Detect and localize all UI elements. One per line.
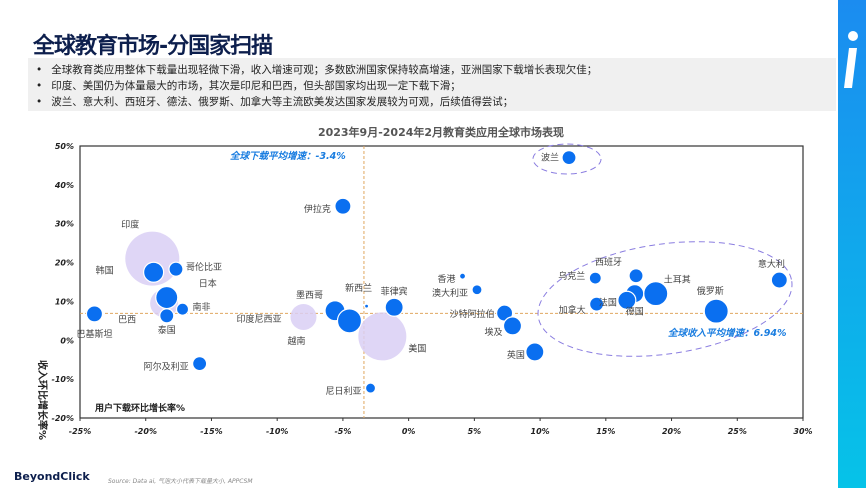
y-tick-label: -10% [52, 375, 74, 384]
bubble-泰国 [159, 308, 175, 324]
bubble-label: 西班牙 [595, 256, 622, 268]
bubble-波兰 [561, 150, 577, 166]
x-tick-label: 25% [728, 427, 747, 436]
bullet-item: 波兰、意大利、西班牙、德法、俄罗斯、加拿大等主流欧美发达国家发展较为可观，后续值… [36, 94, 836, 110]
bubble-英国 [525, 342, 545, 362]
bubble-label: 加拿大 [559, 304, 586, 316]
bubble-美国 [358, 312, 407, 361]
plot-frame [79, 145, 804, 419]
bubble-意大利 [770, 271, 788, 289]
bubble-伊拉克 [334, 197, 352, 215]
x-tick-label: 10% [531, 427, 550, 436]
bullet-item: 全球教育类应用整体下载量出现轻微下滑，收入增速可观；多数欧洲国家保持较高增速，亚… [36, 62, 836, 78]
y-tick-label: 10% [55, 297, 74, 306]
bubble-label: 乌克兰 [558, 270, 585, 282]
bubble-尼日利亚 [364, 382, 377, 394]
poland-highlight-ellipse [532, 143, 602, 175]
bubble-西班牙 [628, 268, 644, 284]
page-title: 全球教育市场-分国家扫描 [33, 34, 273, 59]
x-axis-label: 用户下载环比增长率% [94, 402, 185, 414]
x-tick-label: 5% [468, 427, 482, 436]
bubble-label: 土耳其 [664, 274, 691, 286]
bubble-印度 [125, 231, 180, 286]
y-tick-label: 50% [55, 142, 74, 151]
x-tick-label: -5% [334, 427, 351, 436]
bubble-label: 泰国 [158, 324, 176, 336]
bubble-label: 墨西哥 [296, 290, 323, 301]
bubble-label: 法国 [599, 296, 617, 308]
bubble-label: 意大利 [758, 258, 785, 270]
bubble-加拿大 [589, 296, 605, 312]
bubble-label: 菲律宾 [381, 285, 408, 297]
bubble-label: 尼日利亚 [325, 385, 361, 397]
bubble-日本 [155, 285, 179, 310]
x-tick-label: 30% [793, 427, 812, 436]
bubble-韩国 [143, 261, 165, 283]
y-tick-label: 0% [60, 336, 74, 345]
y-tick-label: 30% [55, 220, 74, 229]
bubble-label: 南非 [193, 301, 211, 313]
bubble-印度尼西亚 [290, 303, 317, 330]
chart-title: 2023年9月-2024年2月教育类应用全球市场表现 [318, 125, 564, 139]
bubble-澳大利亚 [471, 284, 483, 296]
x-tick-label: 20% [662, 427, 681, 436]
bubble-阿尔及利亚 [192, 356, 208, 372]
summary-bullets: 全球教育类应用整体下载量出现轻微下滑，收入增速可观；多数欧洲国家保持较高增速，亚… [28, 58, 836, 111]
bubble-label: 英国 [507, 349, 525, 361]
y-tick-label: -20% [52, 414, 74, 423]
y-tick-label: 40% [54, 181, 74, 190]
bubble-label: 哥伦比亚 [186, 261, 222, 273]
bubble-label: 波兰 [541, 152, 559, 164]
bubble-label: 印度 [121, 219, 139, 231]
y-tick-label: 20% [55, 259, 74, 268]
brand-i-icon [844, 31, 858, 88]
revenue-avg-annotation: 全球收入平均增速：6.94% [668, 327, 786, 339]
source-note: Source: Data ai, 气泡大小代表下载量大小, APPCSM [108, 478, 253, 485]
x-tick-label: 0% [402, 427, 416, 436]
europe-highlight-ellipse [537, 241, 793, 357]
bubble-label: 香港 [438, 273, 456, 285]
bubble-label: 日本 [199, 278, 217, 290]
bubble-label: 巴西 [118, 314, 136, 325]
brand-logo: BeyondClick [14, 470, 90, 483]
bubble-哥伦比亚 [168, 261, 184, 277]
bubble-埃及 [502, 316, 523, 336]
bubble-南非 [175, 302, 190, 316]
bubble-label: 埃及 [484, 326, 502, 338]
bubble-新西兰 [363, 303, 370, 309]
bubble-label: 澳大利亚 [432, 287, 468, 299]
x-tick-label: -15% [200, 427, 222, 436]
bubble-label: 韩国 [96, 264, 114, 276]
bubble-香港 [458, 272, 467, 280]
y-axis-label: 收入环比增长率% [36, 360, 49, 440]
x-tick-label: -25% [69, 427, 91, 436]
bubble-label: 阿尔及利亚 [144, 361, 189, 373]
bullet-item: 印度、美国仍为体量最大的市场，其次是印尼和巴西，但头部国家均出现一定下载下滑； [36, 78, 836, 94]
bubble-label: 巴基斯坦 [76, 328, 112, 340]
bubble-土耳其 [643, 281, 669, 307]
x-tick-label: -10% [266, 427, 288, 436]
bubble-label: 印度尼西亚 [236, 313, 281, 325]
bubble-label: 美国 [408, 342, 426, 354]
bubble-label: 新西兰 [345, 282, 372, 294]
bubble-label: 伊拉克 [304, 203, 331, 215]
bubble-越南 [336, 308, 363, 334]
bubble-乌克兰 [588, 271, 602, 285]
bubble-菲律宾 [384, 297, 404, 317]
x-tick-label: -20% [134, 427, 156, 436]
bubble-法国 [617, 290, 637, 310]
bubble-label: 越南 [287, 335, 305, 347]
bubble-label: 沙特阿拉伯 [450, 308, 495, 320]
bubble-label: 俄罗斯 [697, 285, 724, 297]
bubble-巴基斯坦 [85, 305, 104, 323]
bubble-label: 德国 [626, 306, 644, 318]
x-tick-label: 15% [596, 427, 615, 436]
bubble-俄罗斯 [703, 298, 729, 324]
download-avg-annotation: 全球下载平均增速：-3.4% [230, 150, 346, 162]
